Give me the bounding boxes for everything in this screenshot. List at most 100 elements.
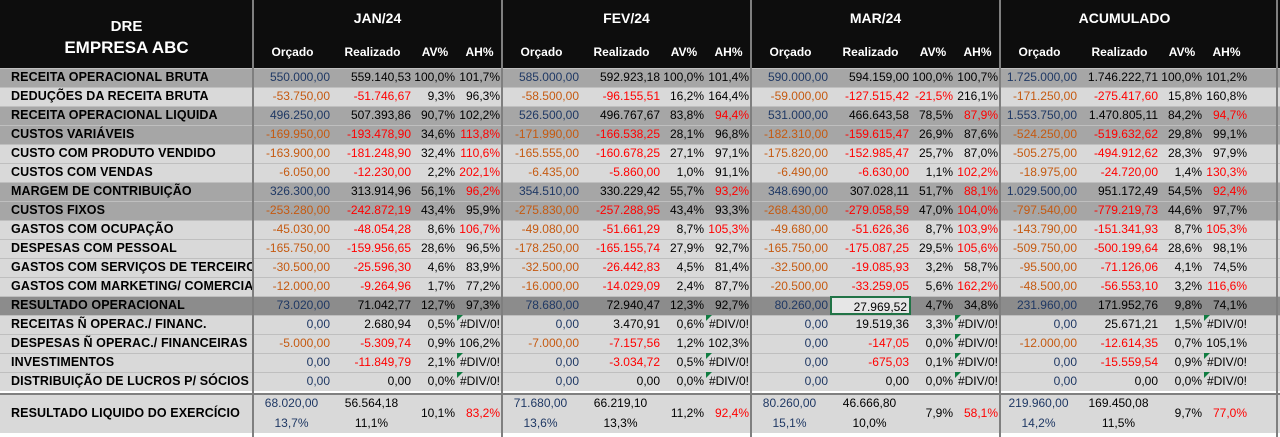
cell-value[interactable]: 3,2% bbox=[925, 260, 953, 274]
row-label[interactable]: CUSTOS VARIÁVEIS bbox=[11, 127, 135, 141]
cell-value[interactable]: 326.300,00 bbox=[269, 184, 330, 198]
cell-value[interactable]: 0,0% bbox=[1174, 374, 1202, 388]
final-realizado[interactable]: 56.564,18 bbox=[344, 396, 399, 410]
cell-value[interactable]: 93,2% bbox=[714, 184, 749, 198]
cell-value[interactable]: 160,8% bbox=[1206, 89, 1247, 103]
cell-value[interactable]: -175.087,25 bbox=[844, 241, 909, 255]
cell-value[interactable]: 32,4% bbox=[420, 146, 455, 160]
cell-value[interactable]: 1,2% bbox=[676, 336, 704, 350]
column-header[interactable]: Realizado bbox=[593, 45, 650, 59]
cell-value[interactable]: 87,6% bbox=[963, 127, 998, 141]
cell-value[interactable]: 100,0% bbox=[1161, 70, 1202, 84]
row-label[interactable]: CUSTOS FIXOS bbox=[11, 203, 106, 217]
cell-value[interactable]: -268.430,00 bbox=[763, 203, 828, 217]
cell-value[interactable]: 354.510,00 bbox=[518, 184, 579, 198]
cell-value[interactable]: 4,6% bbox=[427, 260, 455, 274]
cell-value[interactable]: -519.632,62 bbox=[1093, 127, 1158, 141]
cell-value[interactable]: 94,7% bbox=[1212, 108, 1247, 122]
cell-value[interactable]: #DIV/0! bbox=[457, 372, 502, 391]
cell-value[interactable]: 216,1% bbox=[957, 89, 998, 103]
cell-value[interactable]: -181.248,90 bbox=[346, 146, 411, 160]
column-header[interactable]: Realizado bbox=[842, 45, 899, 59]
cell-value[interactable]: #DIV/0! bbox=[457, 315, 502, 334]
cell-value[interactable]: 2,4% bbox=[676, 279, 704, 293]
row-label[interactable]: GASTOS COM OCUPAÇÃO bbox=[11, 222, 174, 236]
cell-value[interactable]: 0,00 bbox=[555, 374, 579, 388]
cell-value[interactable]: 29,5% bbox=[918, 241, 953, 255]
cell-value[interactable]: 93,3% bbox=[714, 203, 749, 217]
cell-value[interactable]: #DIV/0! bbox=[706, 315, 751, 334]
row-label[interactable]: RECEITAS Ñ OPERAC./ FINANC. bbox=[11, 317, 207, 331]
cell-value[interactable]: -6.050,00 bbox=[279, 165, 330, 179]
cell-value[interactable]: 28,1% bbox=[669, 127, 704, 141]
cell-value[interactable]: 5,6% bbox=[925, 279, 953, 293]
cell-value[interactable]: -163.900,00 bbox=[265, 146, 330, 160]
cell-value[interactable]: -253.280,00 bbox=[265, 203, 330, 217]
cell-value[interactable]: 0,00 bbox=[804, 317, 828, 331]
cell-value[interactable]: -56.553,10 bbox=[1100, 279, 1158, 293]
cell-value[interactable]: -33.259,05 bbox=[851, 279, 909, 293]
cell-value[interactable]: 0,00 bbox=[636, 374, 660, 388]
cell-value[interactable]: -30.500,00 bbox=[272, 260, 330, 274]
cell-value[interactable]: -494.912,62 bbox=[1093, 146, 1158, 160]
final-realizado-pct[interactable]: 10,0% bbox=[852, 416, 887, 430]
column-header[interactable]: AV% bbox=[421, 45, 449, 59]
column-header[interactable]: AH% bbox=[1212, 45, 1241, 59]
cell-value[interactable]: -5.309,74 bbox=[360, 336, 411, 350]
cell-value[interactable]: 106,2% bbox=[459, 336, 500, 350]
cell-value[interactable]: -779.219,73 bbox=[1093, 203, 1158, 217]
cell-value[interactable]: 110,6% bbox=[460, 146, 500, 160]
cell-value[interactable]: -12.000,00 bbox=[272, 279, 330, 293]
row-label[interactable]: DEDUÇÕES DA RECEITA BRUTA bbox=[11, 89, 209, 103]
cell-value[interactable]: 116,6% bbox=[1207, 279, 1247, 293]
cell-value[interactable]: 1,7% bbox=[427, 279, 455, 293]
cell-value[interactable]: 0,00 bbox=[1053, 317, 1077, 331]
cell-value[interactable]: -14.029,09 bbox=[602, 279, 660, 293]
cell-value[interactable]: 55,7% bbox=[669, 184, 704, 198]
cell-value[interactable]: 81,4% bbox=[714, 260, 749, 274]
cell-value[interactable]: 1.470.805,11 bbox=[1088, 108, 1158, 122]
cell-value[interactable]: 84,2% bbox=[1167, 108, 1202, 122]
cell-value[interactable]: -26.442,83 bbox=[602, 260, 660, 274]
cell-value[interactable]: -159.956,65 bbox=[346, 241, 411, 255]
final-realizado[interactable]: 66.219,10 bbox=[593, 396, 648, 410]
row-label[interactable]: INVESTIMENTOS bbox=[11, 355, 115, 369]
cell-value[interactable]: 590.000,00 bbox=[767, 70, 828, 84]
cell-value[interactable]: 105,1% bbox=[1206, 336, 1247, 350]
cell-value[interactable]: -6.490,00 bbox=[777, 165, 828, 179]
cell-value[interactable]: 101,4% bbox=[708, 70, 749, 84]
final-row-label[interactable]: RESULTADO LIQUIDO DO EXERCÍCIO bbox=[11, 406, 240, 420]
row-label[interactable]: RECEITA OPERACIONAL BRUTA bbox=[11, 70, 209, 84]
cell-value[interactable]: 0,0% bbox=[925, 374, 953, 388]
cell-value[interactable]: 348.690,00 bbox=[767, 184, 828, 198]
cell-value[interactable]: 507.393,86 bbox=[350, 108, 411, 122]
cell-value[interactable]: 54,5% bbox=[1167, 184, 1202, 198]
cell-value[interactable]: 100,0% bbox=[414, 70, 455, 84]
column-header[interactable]: Realizado bbox=[1091, 45, 1148, 59]
cell-value[interactable]: 0,00 bbox=[804, 374, 828, 388]
row-label[interactable]: DESPESAS Ñ OPERAC./ FINANCEIRAS bbox=[11, 336, 248, 350]
cell-value[interactable]: 78,5% bbox=[918, 108, 953, 122]
cell-value[interactable]: 8,7% bbox=[925, 222, 953, 236]
cell-value[interactable]: 97,3% bbox=[465, 298, 500, 312]
column-header[interactable]: Orçado bbox=[271, 45, 314, 59]
cell-value[interactable]: 4,5% bbox=[676, 260, 704, 274]
cell-value[interactable]: 92,4% bbox=[1212, 184, 1247, 198]
cell-value[interactable]: 0,00 bbox=[1053, 374, 1077, 388]
cell-value[interactable]: 531.000,00 bbox=[767, 108, 828, 122]
cell-value[interactable]: 113,8% bbox=[460, 127, 500, 141]
cell-value[interactable]: -675,03 bbox=[868, 355, 909, 369]
cell-value[interactable]: 103,9% bbox=[957, 222, 998, 236]
cell-value[interactable]: -32.500,00 bbox=[521, 260, 579, 274]
cell-value[interactable]: -160.678,25 bbox=[595, 146, 660, 160]
cell-value[interactable]: 12,7% bbox=[420, 298, 455, 312]
cell-value[interactable]: 102,2% bbox=[957, 165, 998, 179]
cell-value[interactable]: -18.975,00 bbox=[1019, 165, 1077, 179]
cell-value[interactable]: 98,1% bbox=[1212, 241, 1247, 255]
cell-value[interactable]: -5.860,00 bbox=[609, 165, 660, 179]
cell-value[interactable]: #DIV/0! bbox=[457, 353, 502, 372]
final-av[interactable]: 9,7% bbox=[1174, 406, 1202, 420]
cell-value[interactable]: 1,5% bbox=[1174, 317, 1202, 331]
cell-value[interactable]: 307.028,11 bbox=[849, 184, 909, 198]
final-ah[interactable]: 92,4% bbox=[714, 406, 749, 420]
